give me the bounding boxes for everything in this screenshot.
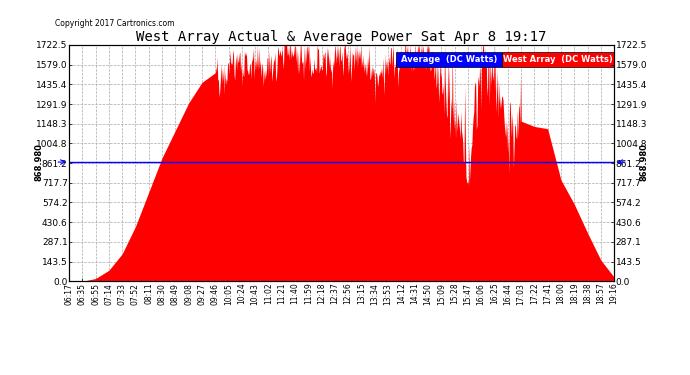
Text: 868.980: 868.980 bbox=[34, 143, 43, 181]
FancyBboxPatch shape bbox=[502, 52, 614, 68]
Text: 868.980: 868.980 bbox=[640, 143, 649, 181]
Text: West Array  (DC Watts): West Array (DC Watts) bbox=[503, 55, 613, 64]
Title: West Array Actual & Average Power Sat Apr 8 19:17: West Array Actual & Average Power Sat Ap… bbox=[137, 30, 546, 44]
Text: Average  (DC Watts): Average (DC Watts) bbox=[401, 55, 497, 64]
FancyBboxPatch shape bbox=[396, 52, 502, 68]
Text: Copyright 2017 Cartronics.com: Copyright 2017 Cartronics.com bbox=[55, 19, 175, 28]
